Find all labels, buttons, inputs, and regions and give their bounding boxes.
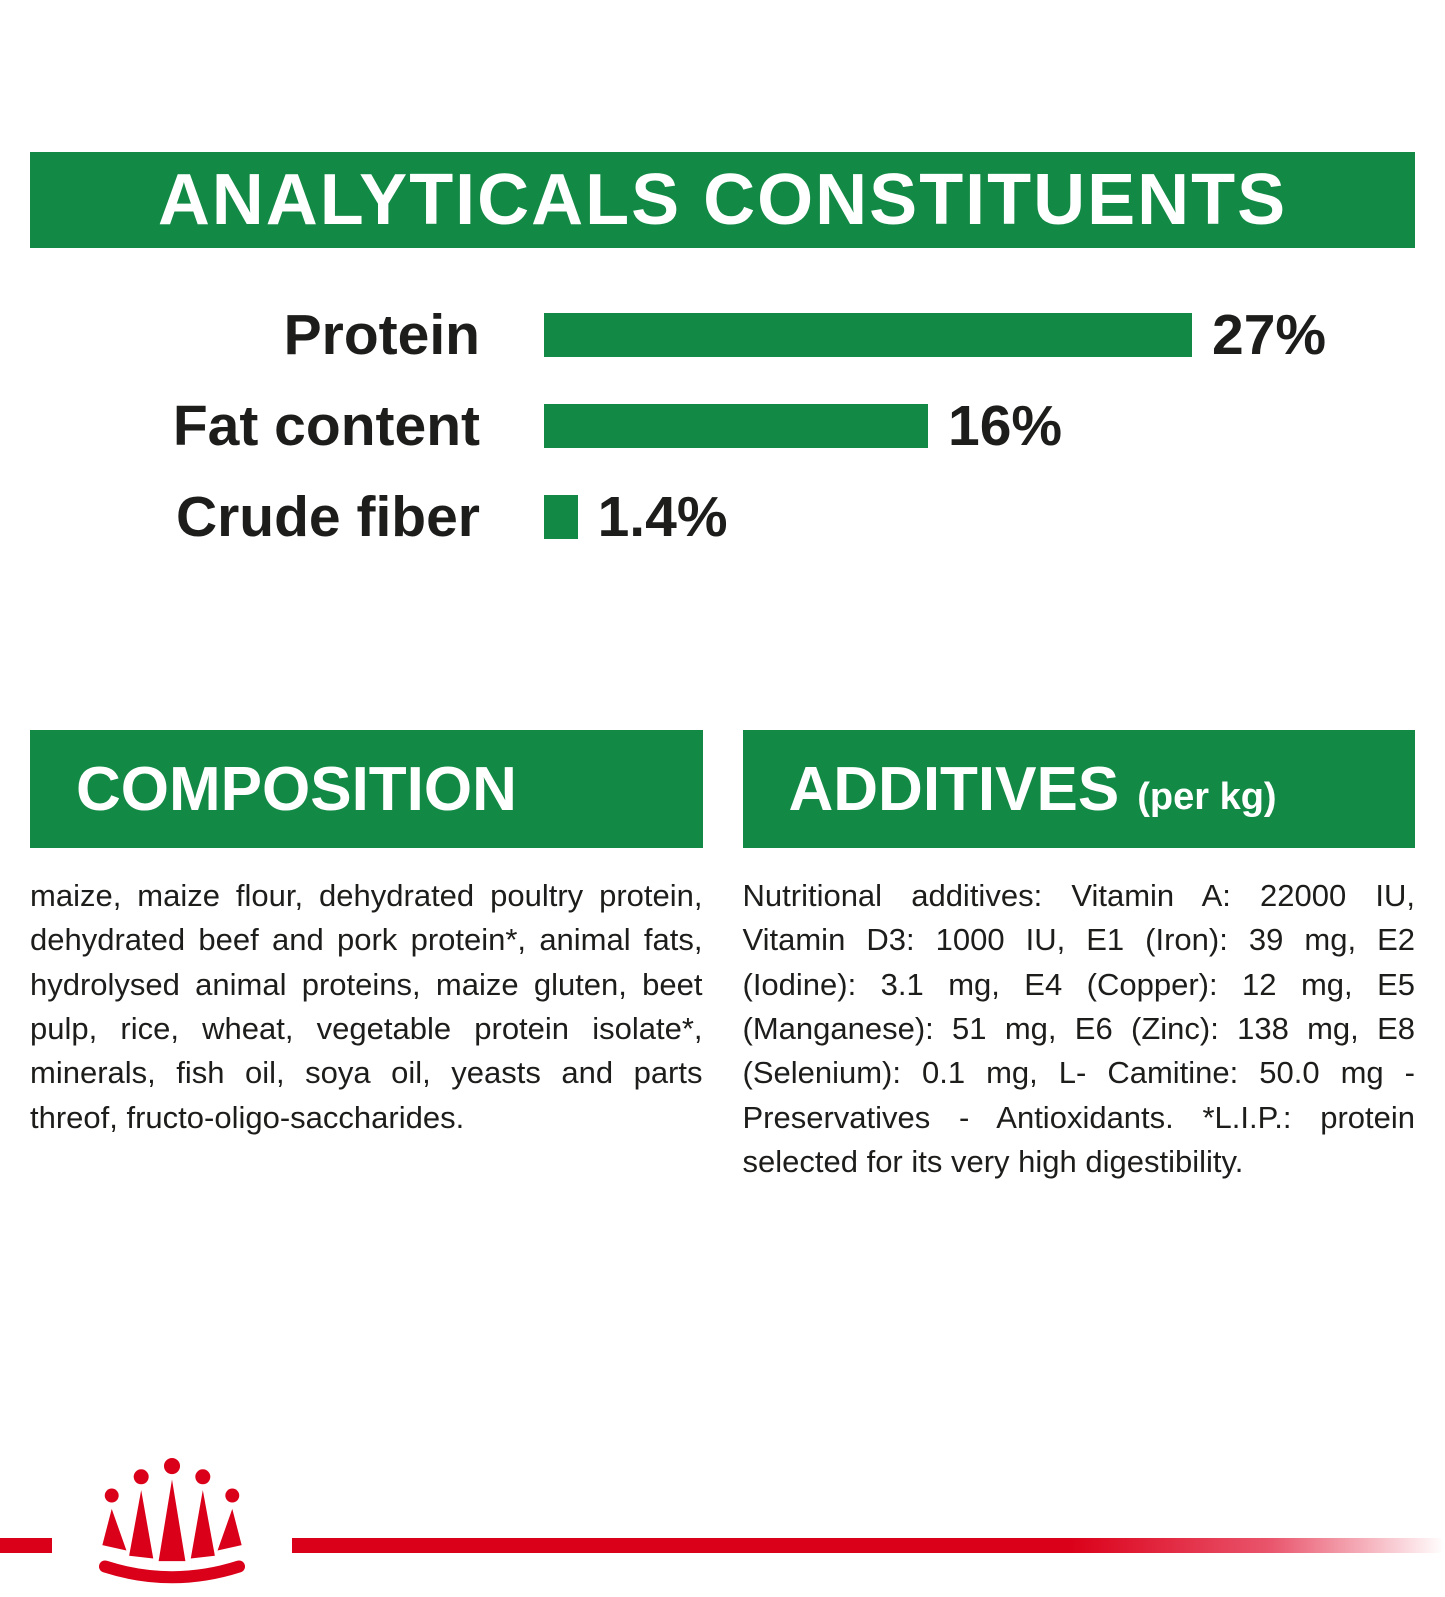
chart-row-crude-fiber: Crude fiber 1.4% <box>0 485 1445 549</box>
additives-header: ADDITIVES (per kg) <box>742 730 1415 848</box>
chart-category-label: Protein <box>283 303 480 367</box>
additives-header-unit: (per kg) <box>1137 775 1277 818</box>
chart-value-label: 27% <box>1212 303 1327 367</box>
additives-section: ADDITIVES (per kg) Nutritional additives… <box>742 730 1416 1184</box>
chart-value-label: 1.4% <box>597 485 728 549</box>
chart-category-label: Fat content <box>172 394 480 458</box>
royal-canin-logo <box>52 1452 292 1597</box>
composition-header: COMPOSITION <box>30 730 703 848</box>
chart-bar-fat-content <box>544 404 928 448</box>
chart-row-protein: Protein 27% <box>0 303 1445 367</box>
chart-bar-crude-fiber <box>544 495 578 539</box>
composition-text: maize, maize flour, dehydrated poultry p… <box>30 878 703 1135</box>
chart-category-label: Crude fiber <box>175 485 480 549</box>
additives-text: Nutritional additives: Vitamin A: 22000 … <box>742 878 1416 1179</box>
composition-section: COMPOSITION maize, maize flour, dehydrat… <box>30 730 703 1184</box>
chart-bar-protein <box>544 313 1192 357</box>
chart-row-fat-content: Fat content 16% <box>0 394 1445 458</box>
additives-header-title: ADDITIVES <box>788 754 1120 824</box>
chart-value-label: 16% <box>948 394 1063 458</box>
info-columns: COMPOSITION maize, maize flour, dehydrat… <box>30 730 1415 1184</box>
analytical-constituents-chart: Protein 27% Fat content 16% Crude fiber … <box>0 303 1445 549</box>
analyticals-constituents-banner: ANALYTICALS CONSTITUENTS <box>30 152 1415 248</box>
crown-icon <box>98 1457 246 1583</box>
